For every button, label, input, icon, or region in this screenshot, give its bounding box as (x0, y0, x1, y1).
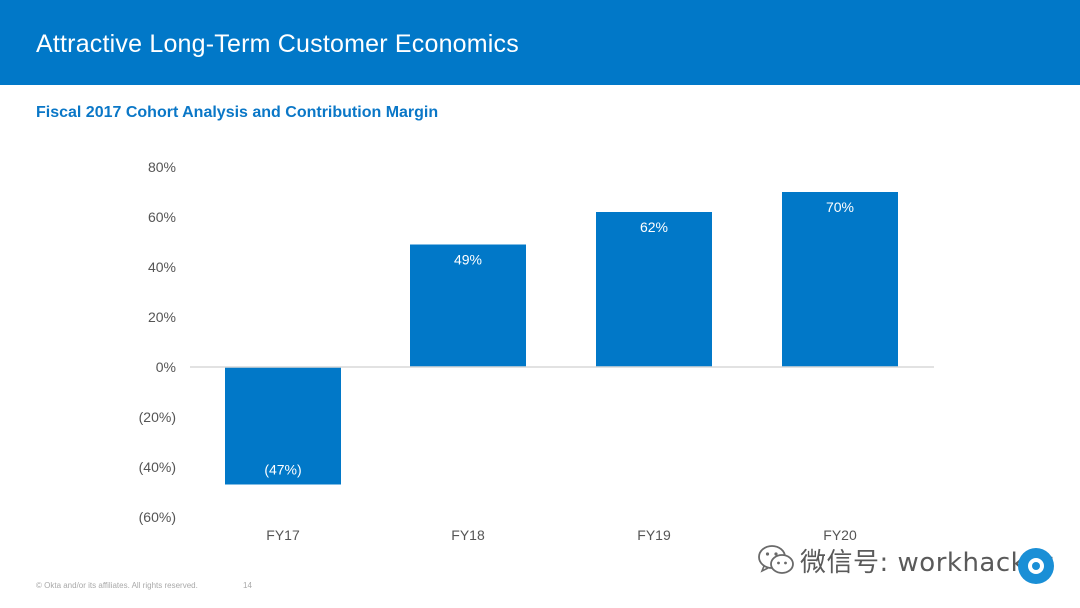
wechat-icon (758, 545, 794, 574)
y-tick-label: 40% (148, 259, 176, 275)
y-tick-label: 0% (156, 359, 176, 375)
bar-fy17 (225, 367, 341, 485)
y-tick-label: 20% (148, 309, 176, 325)
data-label-fy18: 49% (454, 252, 482, 268)
title-banner: Attractive Long-Term Customer Economics (0, 0, 1080, 85)
wechat-watermark: 微信号: workhacker (756, 540, 1053, 580)
chart-subtitle: Fiscal 2017 Cohort Analysis and Contribu… (36, 104, 439, 121)
data-label-fy17: (47%) (264, 462, 301, 478)
x-tick-label: FY18 (451, 527, 485, 543)
y-tick-label: (40%) (139, 459, 176, 475)
y-tick-label: (20%) (139, 409, 176, 425)
bar-fy19 (596, 212, 712, 367)
y-tick-label: 80% (148, 159, 176, 175)
okta-logo-icon (1018, 548, 1054, 584)
x-tick-label: FY20 (823, 527, 857, 543)
copyright-notice: © Okta and/or its affiliates. All rights… (36, 581, 198, 590)
bar-fy20 (782, 192, 898, 367)
page-number: 14 (243, 581, 252, 590)
slide-title: Attractive Long-Term Customer Economics (36, 30, 519, 58)
y-tick-label: (60%) (139, 509, 176, 525)
bar-fy18 (410, 244, 526, 367)
y-tick-label: 60% (148, 209, 176, 225)
x-tick-label: FY19 (637, 527, 671, 543)
data-label-fy19: 62% (640, 219, 668, 235)
x-tick-label: FY17 (266, 527, 300, 543)
watermark-text: 微信号: workhacker (800, 547, 1053, 578)
data-label-fy20: 70% (826, 199, 854, 215)
